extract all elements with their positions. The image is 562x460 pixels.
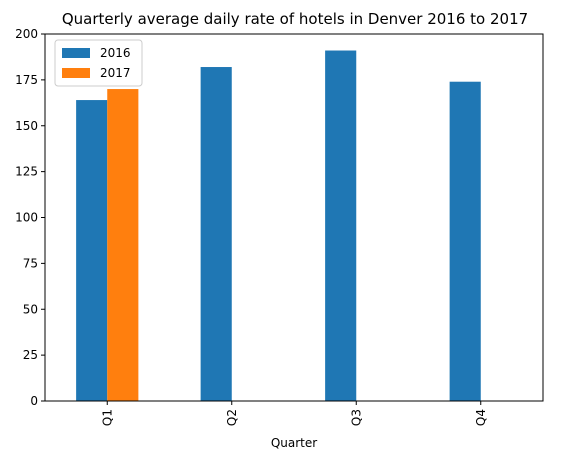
plot-frame — [44, 33, 544, 402]
y-tick-label: 75 — [23, 256, 38, 270]
y-tick-label: 50 — [23, 302, 38, 316]
x-axis: Q1 Q2 Q3 Q4 — [100, 401, 488, 426]
bar-q1-2016 — [76, 100, 108, 401]
chart-title: Quarterly average daily rate of hotels i… — [62, 10, 528, 28]
x-tick-label: Q2 — [225, 409, 239, 426]
x-tick-label: Q1 — [100, 409, 114, 426]
x-axis-label: Quarter — [271, 436, 317, 450]
y-tick-label: 0 — [30, 394, 38, 408]
legend-label-2017: 2017 — [100, 66, 131, 80]
y-tick-label: 25 — [23, 348, 38, 362]
bar-q4-2016 — [449, 81, 481, 402]
y-tick-label: 100 — [15, 211, 38, 225]
x-tick-label: Q3 — [349, 409, 363, 426]
y-tick-label: 200 — [15, 27, 38, 41]
legend-label-2016: 2016 — [100, 46, 131, 60]
legend-swatch-2017 — [62, 68, 90, 78]
bars-group — [76, 50, 481, 402]
x-tick-label: Q4 — [474, 409, 488, 426]
bar-q1-2017 — [107, 89, 139, 402]
legend-swatch-2016 — [62, 48, 90, 58]
y-tick-label: 150 — [15, 119, 38, 133]
bar-q2-2016 — [200, 67, 232, 401]
y-tick-label: 175 — [15, 73, 38, 87]
bar-q3-2016 — [325, 50, 357, 401]
y-axis: 0 25 50 75 100 125 150 175 200 — [15, 27, 45, 408]
y-tick-label: 125 — [15, 165, 38, 179]
legend: 2016 2017 — [54, 39, 143, 87]
